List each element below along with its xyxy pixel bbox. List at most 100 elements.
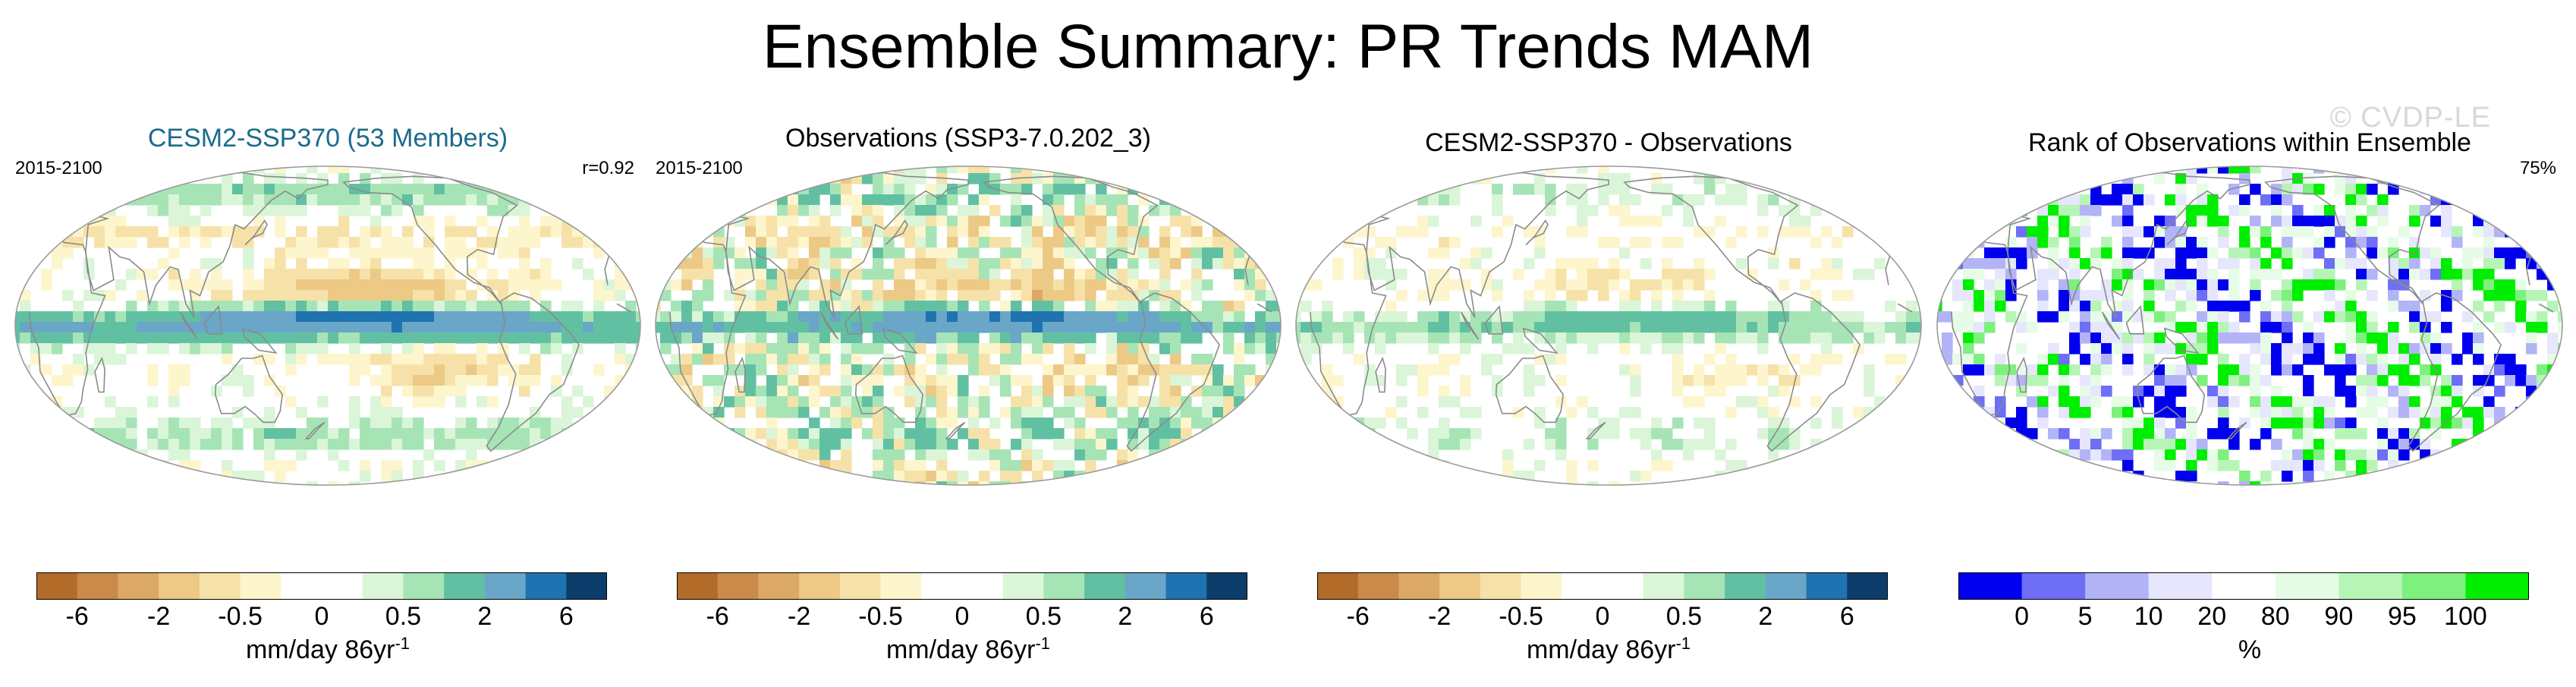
coastline (486, 292, 580, 452)
coastline (734, 356, 746, 393)
colorbar-tick-label: 0 (314, 602, 329, 631)
coastline (2016, 356, 2027, 393)
colorbar-swatch (322, 572, 363, 600)
colorbar-tick-label: 80 (2260, 602, 2290, 631)
pattern-correlation: r=0.92 (582, 158, 634, 178)
colorbar-tick-label: 10 (2134, 602, 2163, 631)
colorbar-tick-label: -6 (1346, 602, 1370, 631)
colorbar-swatch (2085, 572, 2150, 600)
colorbar-label: mm/day 86yr-1 (885, 634, 1051, 664)
colorbar-swatch (362, 572, 404, 600)
colorbar-swatch (240, 572, 282, 600)
coastline (1522, 327, 1558, 355)
coastline (2226, 421, 2247, 440)
colorbar-tick-label: -2 (147, 602, 171, 631)
coastline (203, 304, 223, 335)
colorbar-swatch (799, 572, 841, 600)
colorbar-tick-label: 0.5 (385, 602, 422, 631)
colorbar-tick-label: 2 (477, 602, 492, 631)
colorbar-tick-label: 0.5 (1665, 602, 1703, 631)
data-field (1937, 166, 2562, 485)
coastline (2125, 304, 2145, 335)
coastline (214, 355, 284, 424)
coastline (844, 304, 863, 335)
colorbar-label: % (2238, 635, 2262, 664)
rank-percent: 75% (2519, 158, 2556, 178)
colorbar-swatch (159, 572, 200, 600)
coastline (2408, 292, 2502, 452)
coastline (983, 175, 1159, 304)
colorbar-swatch (758, 572, 800, 600)
colorbar-tick-label: 5 (2077, 602, 2093, 631)
colorbar-swatch (1958, 572, 2023, 600)
coastline (2264, 175, 2440, 304)
colorbar-swatch (1765, 572, 1807, 600)
colorbar (1317, 572, 1888, 600)
colorbar-swatch (2021, 572, 2086, 600)
colorbar-tick-label: -2 (1428, 602, 1452, 631)
data-field (15, 166, 640, 485)
colorbar (1958, 572, 2529, 600)
colorbar-tick-label: 6 (1199, 602, 1214, 631)
colorbar-swatch (2339, 572, 2403, 600)
colorbar-tick-label: -0.5 (858, 602, 903, 631)
colorbar-tick-label: 0 (1595, 602, 1610, 631)
colorbar-swatch (880, 572, 922, 600)
colorbar-tick-label: 0 (2015, 602, 2030, 631)
colorbar-swatch (199, 572, 241, 600)
trend-map (1295, 165, 1922, 486)
colorbar-swatch (1043, 572, 1085, 600)
data-field (1296, 166, 1921, 485)
colorbar-swatch (1357, 572, 1399, 600)
colorbar-swatch (1439, 572, 1481, 600)
colorbar-swatch (1684, 572, 1725, 600)
coastline (1585, 421, 1606, 440)
panel-model-mean: CESM2-SSP370 (53 Members) 2015-2100 r=0.… (9, 114, 646, 676)
coastline (1484, 304, 1504, 335)
colorbar-swatch (1317, 572, 1359, 600)
trend-map (14, 165, 641, 486)
colorbar-tick-label: -0.5 (218, 602, 263, 631)
colorbar-swatch (2275, 572, 2339, 600)
colorbar (677, 572, 1247, 600)
coastline (885, 219, 908, 246)
colorbar-swatch (2465, 572, 2529, 600)
coastline (945, 421, 966, 440)
colorbar-swatch (36, 572, 78, 600)
colorbar-swatch (566, 572, 607, 600)
colorbar-swatch (1002, 572, 1044, 600)
coastline (342, 175, 518, 304)
colorbar-swatch (1847, 572, 1888, 600)
colorbar-swatch (1124, 572, 1167, 600)
coastline (304, 421, 326, 440)
panel-period: 2015-2100 (656, 158, 743, 178)
coastline (854, 355, 924, 424)
colorbar-swatch (525, 572, 567, 600)
colorbar-swatch (1480, 572, 1522, 600)
colorbar-tick-label: 0 (955, 602, 970, 631)
colorbar-label: mm/day 86yr-1 (1526, 634, 1691, 664)
map-border (1295, 165, 1922, 486)
colorbar-tick-label: 95 (2387, 602, 2417, 631)
coastline (2166, 219, 2190, 246)
coastline (1495, 355, 1565, 424)
coastline (241, 327, 278, 355)
colorbar-swatch (1521, 572, 1562, 600)
colorbar-swatch (1806, 572, 1848, 600)
coastline (2101, 311, 2121, 340)
colorbar-swatch (677, 572, 719, 600)
colorbar-label: mm/day 86yr-1 (245, 634, 410, 664)
map-border (655, 165, 1282, 486)
coastline (2136, 355, 2206, 424)
coastline (1766, 292, 1861, 452)
colorbar (36, 572, 607, 600)
colorbar-tick-label: -2 (788, 602, 811, 631)
colorbar-tick-label: -6 (706, 602, 729, 631)
colorbar-tick-label: 100 (2444, 602, 2487, 631)
panel-rank: Rank of Observations within Ensemble 75%… (1931, 114, 2568, 676)
colorbar-swatch (921, 572, 963, 600)
panel-title: CESM2-SSP370 - Observations (1425, 128, 1792, 157)
rank-map (1936, 165, 2563, 486)
colorbar-swatch (2212, 572, 2276, 600)
coastline (1623, 175, 1799, 304)
